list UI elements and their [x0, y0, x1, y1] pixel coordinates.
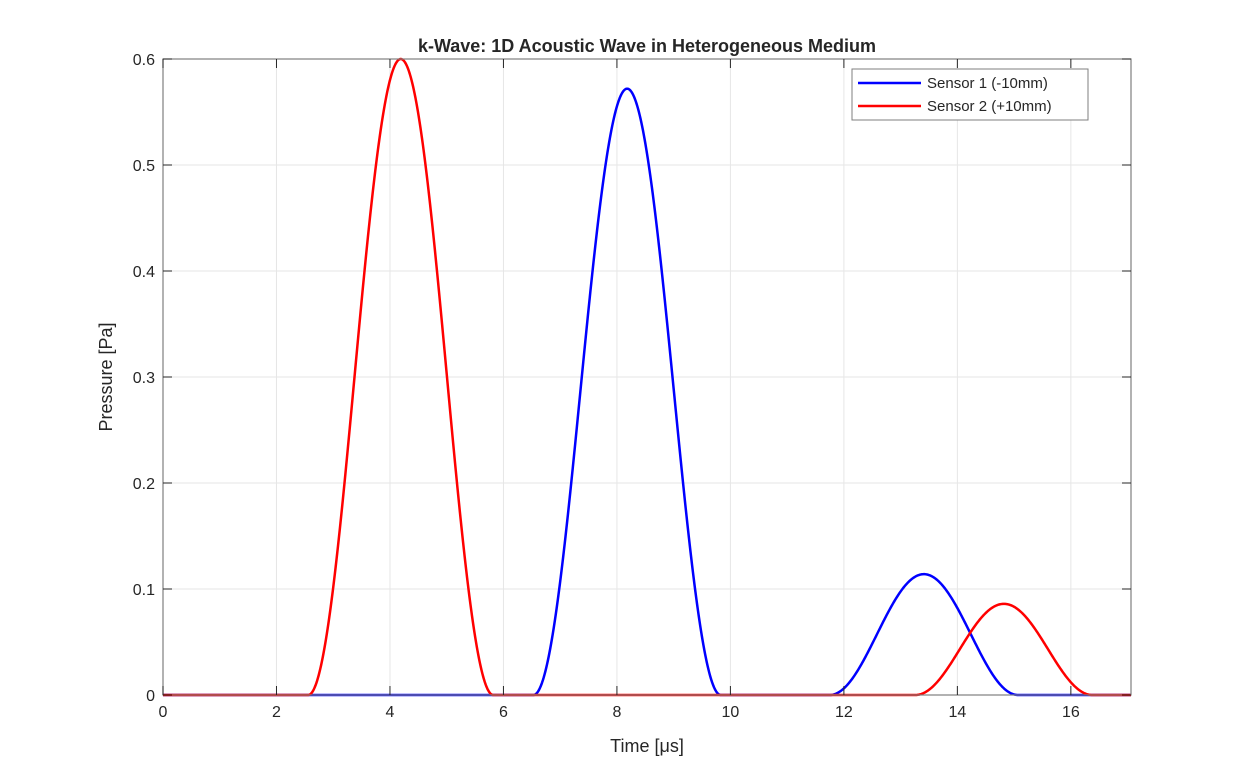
- x-tick-label: 6: [499, 704, 508, 721]
- x-tick-label: 14: [948, 704, 966, 721]
- x-tick-label: 0: [159, 704, 168, 721]
- y-axis-label: Pressure [Pa]: [96, 322, 116, 431]
- y-tick-label: 0.5: [133, 158, 155, 175]
- axes-box: [162, 58, 1132, 696]
- legend-label-sensor-1: Sensor 1 (-10mm): [927, 75, 1048, 92]
- x-tick-label: 2: [272, 704, 281, 721]
- grid-lines: [163, 58, 1131, 695]
- y-tick-label: 0.2: [133, 476, 155, 493]
- tick-labels: 0 2 4 6 8 10 12 14 16 0 0.1 0.2 0.3 0.4 0.5 0.6: [133, 52, 1080, 721]
- legend-label-sensor-2: Sensor 2 (+10mm): [927, 98, 1052, 115]
- x-axis-label: Time [μs]: [610, 736, 684, 756]
- legend: Sensor 1 (-10mm) Sensor 2 (+10mm): [851, 68, 1089, 121]
- y-tick-label: 0.1: [133, 582, 155, 599]
- chart-title: k-Wave: 1D Acoustic Wave in Heterogeneou…: [418, 36, 876, 56]
- y-tick-label: 0.4: [133, 264, 155, 281]
- x-tick-label: 16: [1062, 704, 1080, 721]
- y-tick-label: 0: [146, 688, 155, 705]
- x-tick-label: 10: [722, 704, 740, 721]
- y-tick-label: 0.6: [133, 52, 155, 69]
- x-tick-label: 12: [835, 704, 853, 721]
- x-tick-label: 8: [612, 704, 621, 721]
- x-tick-label: 4: [386, 704, 395, 721]
- y-tick-label: 0.3: [133, 370, 155, 387]
